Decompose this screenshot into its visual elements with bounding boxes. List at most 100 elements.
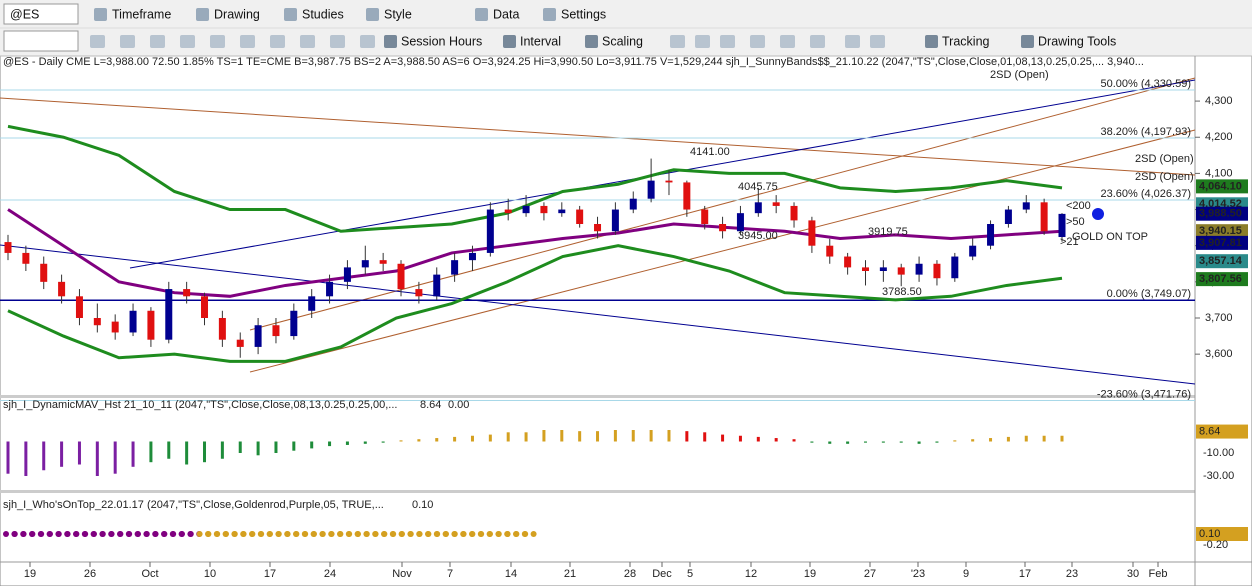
toolbar-icon [475, 8, 488, 21]
state-dot [487, 531, 493, 537]
state-dot [99, 531, 106, 537]
candle-body [719, 224, 727, 232]
panel-value: 0.00 [448, 399, 469, 411]
toolbar-icon [543, 8, 556, 21]
toolbar-button[interactable]: Settings [561, 7, 606, 21]
x-tick-label: 27 [864, 568, 876, 580]
state-dot [240, 531, 247, 537]
panel-divider [0, 490, 1195, 493]
hist-bar [1006, 436, 1010, 442]
candle-body [4, 242, 12, 253]
candle-body [879, 267, 887, 272]
hist-bar [435, 438, 439, 442]
price-label: 3,988.50 [1199, 208, 1242, 220]
toolbar-icon[interactable] [300, 35, 315, 48]
state-dot [434, 531, 441, 537]
state-dot [11, 531, 18, 537]
annotation: 3945.00 [738, 230, 778, 242]
toolbar-icon[interactable] [180, 35, 195, 48]
candle-body [326, 281, 334, 297]
candle-body [736, 213, 744, 232]
state-dot [346, 531, 353, 537]
state-dot [249, 531, 256, 537]
x-tick-label: 28 [624, 568, 636, 580]
candle-body [468, 252, 476, 261]
state-dot [126, 531, 133, 537]
interval-box[interactable] [3, 30, 79, 52]
candle-body [915, 263, 923, 275]
candle-body [111, 321, 119, 333]
candle-body [933, 263, 941, 279]
toolbar-icon[interactable] [360, 35, 375, 48]
toolbar-button[interactable]: Style [384, 7, 412, 21]
toolbar-icon[interactable] [270, 35, 285, 48]
hist-bar [77, 441, 81, 465]
state-dot [363, 531, 370, 537]
toolbar-button[interactable]: Session Hours [401, 34, 482, 48]
toolbar-icon [94, 8, 107, 21]
annotation: 2SD (Open) [1135, 153, 1194, 165]
toolbar-button[interactable]: Interval [520, 34, 561, 48]
toolbar-button[interactable]: Timeframe [112, 7, 171, 21]
toolbar-button[interactable]: Data [493, 7, 519, 21]
toolbar-icon[interactable] [90, 35, 105, 48]
hist-bar [488, 434, 492, 442]
hist-bar [863, 441, 867, 443]
hist-bar [363, 441, 367, 444]
hist-bar [649, 430, 653, 442]
toolbar-icon[interactable] [240, 35, 255, 48]
toolbar-icon[interactable] [750, 35, 765, 48]
annotation: 3788.50 [882, 286, 922, 298]
toolbar-icon[interactable] [150, 35, 165, 48]
y-tick-label: -10.00 [1203, 447, 1234, 459]
state-dot [64, 531, 71, 537]
toolbar-icon[interactable] [720, 35, 735, 48]
hist-bar [899, 441, 903, 443]
toolbar-icon[interactable] [330, 35, 345, 48]
toolbar-icon[interactable] [845, 35, 860, 48]
toolbar-icon[interactable] [210, 35, 225, 48]
hist-bar [506, 432, 510, 442]
candle-body [254, 325, 262, 347]
state-dot [311, 531, 317, 537]
hist-bar [399, 440, 403, 442]
hist-bar [524, 432, 528, 442]
state-dot [214, 531, 221, 537]
y-tick-label: 4,100 [1205, 167, 1233, 179]
hist-bar [613, 430, 617, 442]
state-dot [258, 531, 265, 537]
toolbar-icon[interactable] [120, 35, 135, 48]
state-dot [495, 531, 502, 537]
hist-bar [935, 441, 939, 443]
toolbar-icon[interactable] [810, 35, 825, 48]
toolbar-icon[interactable] [695, 35, 710, 48]
last-value: 8.64 [1199, 425, 1220, 437]
toolbar-icon[interactable] [870, 35, 885, 48]
candle-body [272, 325, 280, 337]
last-value: 0.10 [1199, 528, 1220, 540]
toolbar-button[interactable]: Scaling [602, 34, 643, 48]
hist-bar [185, 441, 189, 465]
state-dot [47, 531, 53, 537]
x-tick-label: 5 [687, 568, 693, 580]
state-dot [196, 531, 203, 537]
state-dot [504, 531, 511, 537]
candle-body [290, 310, 298, 337]
candle-body [594, 224, 602, 232]
hist-bar [596, 431, 600, 442]
candle-body [343, 267, 351, 282]
toolbar-button[interactable]: Drawing [214, 7, 260, 21]
toolbar-button[interactable]: Studies [302, 7, 344, 21]
state-dot [284, 531, 291, 537]
toolbar-icon[interactable] [670, 35, 685, 48]
candle-body [1058, 213, 1066, 238]
toolbar-icon[interactable] [780, 35, 795, 48]
toolbar-button[interactable]: Tracking [942, 34, 990, 48]
x-tick-label: 26 [84, 568, 96, 580]
candle-body [540, 205, 548, 214]
toolbar-button[interactable]: Drawing Tools [1038, 34, 1116, 48]
symbol-box[interactable] [3, 3, 79, 25]
hist-bar [881, 441, 885, 443]
candle-body [558, 209, 566, 214]
